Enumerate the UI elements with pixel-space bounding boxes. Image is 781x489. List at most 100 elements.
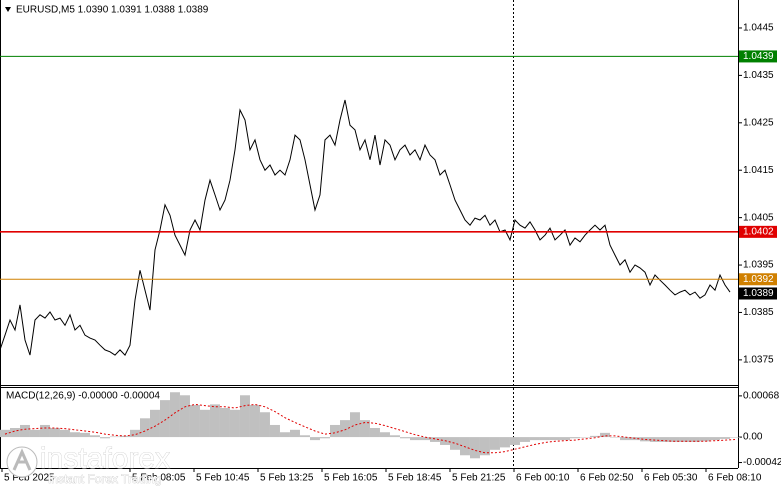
histogram-bar (160, 400, 170, 438)
histogram-bar (410, 437, 420, 441)
brand: instaforex (40, 442, 170, 475)
histogram-bar (90, 435, 100, 438)
level-label: 1.0392 (743, 274, 774, 285)
histogram-bar (0, 429, 10, 438)
histogram-bar (400, 437, 410, 439)
histogram-bar (610, 437, 620, 438)
level-label: 1.0439 (743, 51, 774, 62)
histogram-bar (340, 420, 350, 438)
histogram-bar (580, 437, 590, 438)
histogram-bar (280, 432, 290, 438)
watermark: instaforex Instant Forex Trading (6, 442, 170, 486)
histogram-bar (150, 409, 160, 438)
x-tick-label: 6 Feb 00:10 (516, 473, 570, 484)
y-tick-label: 0.00068 (743, 391, 780, 402)
level-label: 1.0402 (743, 226, 774, 237)
histogram-bar (670, 437, 680, 442)
histogram-bar (270, 424, 280, 438)
price-label: 1.0389 (743, 288, 774, 299)
histogram-bar (690, 437, 700, 442)
title-arrow (5, 7, 11, 12)
histogram-bar (290, 429, 300, 438)
x-tick-label: 5 Feb 18:45 (388, 473, 442, 484)
histogram-bar (510, 437, 520, 445)
histogram-bar (170, 392, 180, 438)
histogram-bar (210, 404, 220, 438)
histogram-bar (350, 412, 360, 438)
histogram-bar (600, 432, 610, 438)
histogram-bar (380, 432, 390, 438)
histogram-bar (230, 409, 240, 438)
y-tick-label: 1.0445 (743, 23, 774, 34)
histogram-bar (140, 418, 150, 438)
histogram-bar (130, 429, 140, 438)
chart-title: EURUSD,M5 1.0390 1.0391 1.0388 1.0389 (16, 5, 209, 16)
y-tick-label: 1.0435 (743, 70, 774, 81)
histogram-bar (470, 437, 480, 459)
histogram-bar (10, 428, 20, 438)
histogram-bar (40, 424, 50, 438)
price-line (0, 99, 731, 356)
histogram-bar (240, 395, 250, 438)
histogram-bar (360, 420, 370, 438)
histogram-bar (70, 432, 80, 438)
histogram-bar (370, 428, 380, 438)
histogram-bar (700, 437, 710, 442)
histogram-bar (330, 424, 340, 438)
histogram-bar (620, 437, 630, 441)
histogram-bar (520, 437, 530, 442)
histogram-bar (570, 437, 580, 439)
histogram-bar (650, 437, 660, 442)
histogram-bar (460, 437, 470, 456)
y-tick-label: 1.0375 (743, 355, 774, 366)
x-tick-label: 5 Feb 21:25 (452, 473, 506, 484)
x-tick-label: 5 Feb 10:45 (196, 473, 250, 484)
histogram-bar (480, 437, 490, 456)
histogram-bar (660, 437, 670, 442)
histogram-bar (260, 412, 270, 438)
histogram-bar (120, 435, 130, 438)
histogram-bar (590, 435, 600, 438)
histogram-bar (50, 428, 60, 438)
histogram-bar (490, 437, 500, 450)
x-tick-label: 5 Feb 13:25 (260, 473, 314, 484)
logo-mark (12, 448, 32, 471)
x-tick-label: 6 Feb 08:10 (708, 473, 762, 484)
y-tick-label: 1.0385 (743, 307, 774, 318)
x-tick-label: 6 Feb 02:50 (580, 473, 634, 484)
histogram-bar (710, 437, 720, 441)
y-tick-label: 1.0395 (743, 260, 774, 271)
level-label-box (739, 50, 777, 63)
histogram-bar (390, 435, 400, 438)
histogram-bar (500, 437, 510, 448)
level-label-box (739, 225, 777, 238)
histogram-bar (20, 424, 30, 438)
histogram-bar (730, 437, 740, 438)
histogram-bar (30, 429, 40, 438)
histogram-bar (430, 437, 440, 442)
histogram-bar (680, 437, 690, 442)
histogram-bar (60, 429, 70, 438)
histogram-bar (720, 437, 730, 439)
histogram-bar (190, 404, 200, 438)
x-tick-label: 5 Feb 08:05 (132, 473, 186, 484)
x-tick-label: 5 Feb 2025 (4, 473, 55, 484)
histogram-bar (300, 435, 310, 438)
x-tick-label: 6 Feb 05:30 (644, 473, 698, 484)
histogram-bar (310, 437, 320, 441)
histogram-bar (560, 437, 570, 441)
y-tick-label: -0.00042 (743, 457, 781, 468)
histogram-bar (200, 409, 210, 438)
histogram-bar (640, 437, 650, 442)
histogram-bar (180, 395, 190, 438)
y-tick-label: 1.0415 (743, 165, 774, 176)
histogram-bar (420, 437, 430, 441)
indicator-title: MACD(12,26,9) -0.00000 -0.00004 (6, 391, 160, 402)
histogram-bar (320, 437, 330, 439)
price-label-box (739, 287, 777, 300)
histogram-bar (80, 432, 90, 438)
histogram-bar (530, 437, 540, 441)
histogram-bar (540, 437, 550, 441)
